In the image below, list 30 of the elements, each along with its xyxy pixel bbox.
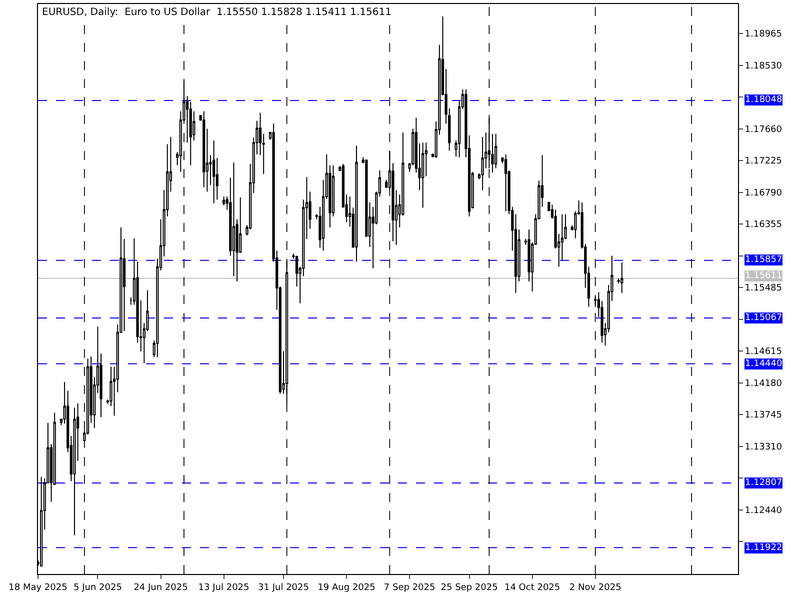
ref-line-label: 1.11922 <box>745 543 782 553</box>
y-tick-label: 1.15485 <box>744 284 782 294</box>
y-tick-label: 1.18530 <box>744 61 782 72</box>
y-tick-label: 1.18965 <box>744 30 782 40</box>
x-tick-label: 7 Sep 2025 <box>384 582 436 593</box>
y-tick-label: 1.13310 <box>744 442 782 452</box>
ref-line-label: 1.18048 <box>745 95 782 105</box>
y-tick-label: 1.14180 <box>744 378 782 389</box>
ref-line-label: 1.14440 <box>745 359 782 369</box>
x-tick-label: 24 Jun 2025 <box>134 582 188 593</box>
ref-line-label: 1.15611 <box>745 271 782 281</box>
x-tick-label: 5 Jun 2025 <box>74 582 122 593</box>
y-tick-label: 1.17660 <box>744 124 782 135</box>
ref-line-label: 1.15857 <box>745 255 782 265</box>
y-tick-label: 1.17225 <box>744 156 782 167</box>
y-tick-label: 1.14615 <box>744 347 782 358</box>
y-tick-label: 1.16355 <box>744 220 782 230</box>
x-tick-label: 31 Jul 2025 <box>258 582 309 593</box>
ref-line-label: 1.15067 <box>745 313 782 323</box>
x-tick-label: 2 Nov 2025 <box>569 582 622 593</box>
chart-title: EURUSD, Daily: Euro to US Dollar 1.15550 1.15828 1.15411 1.15611 <box>42 7 392 18</box>
x-tick-label: 14 Oct 2025 <box>504 582 560 593</box>
x-tick-label: 13 Jul 2025 <box>198 582 250 593</box>
y-tick-label: 1.16790 <box>744 188 782 198</box>
x-tick-label: 19 Aug 2025 <box>318 582 376 593</box>
y-tick-label: 1.12440 <box>744 506 782 516</box>
x-tick-label: 18 May 2025 <box>8 582 68 593</box>
x-tick-label: 25 Sep 2025 <box>440 582 498 593</box>
y-tick-label: 1.13745 <box>744 410 782 421</box>
ref-line-label: 1.12807 <box>745 478 782 488</box>
